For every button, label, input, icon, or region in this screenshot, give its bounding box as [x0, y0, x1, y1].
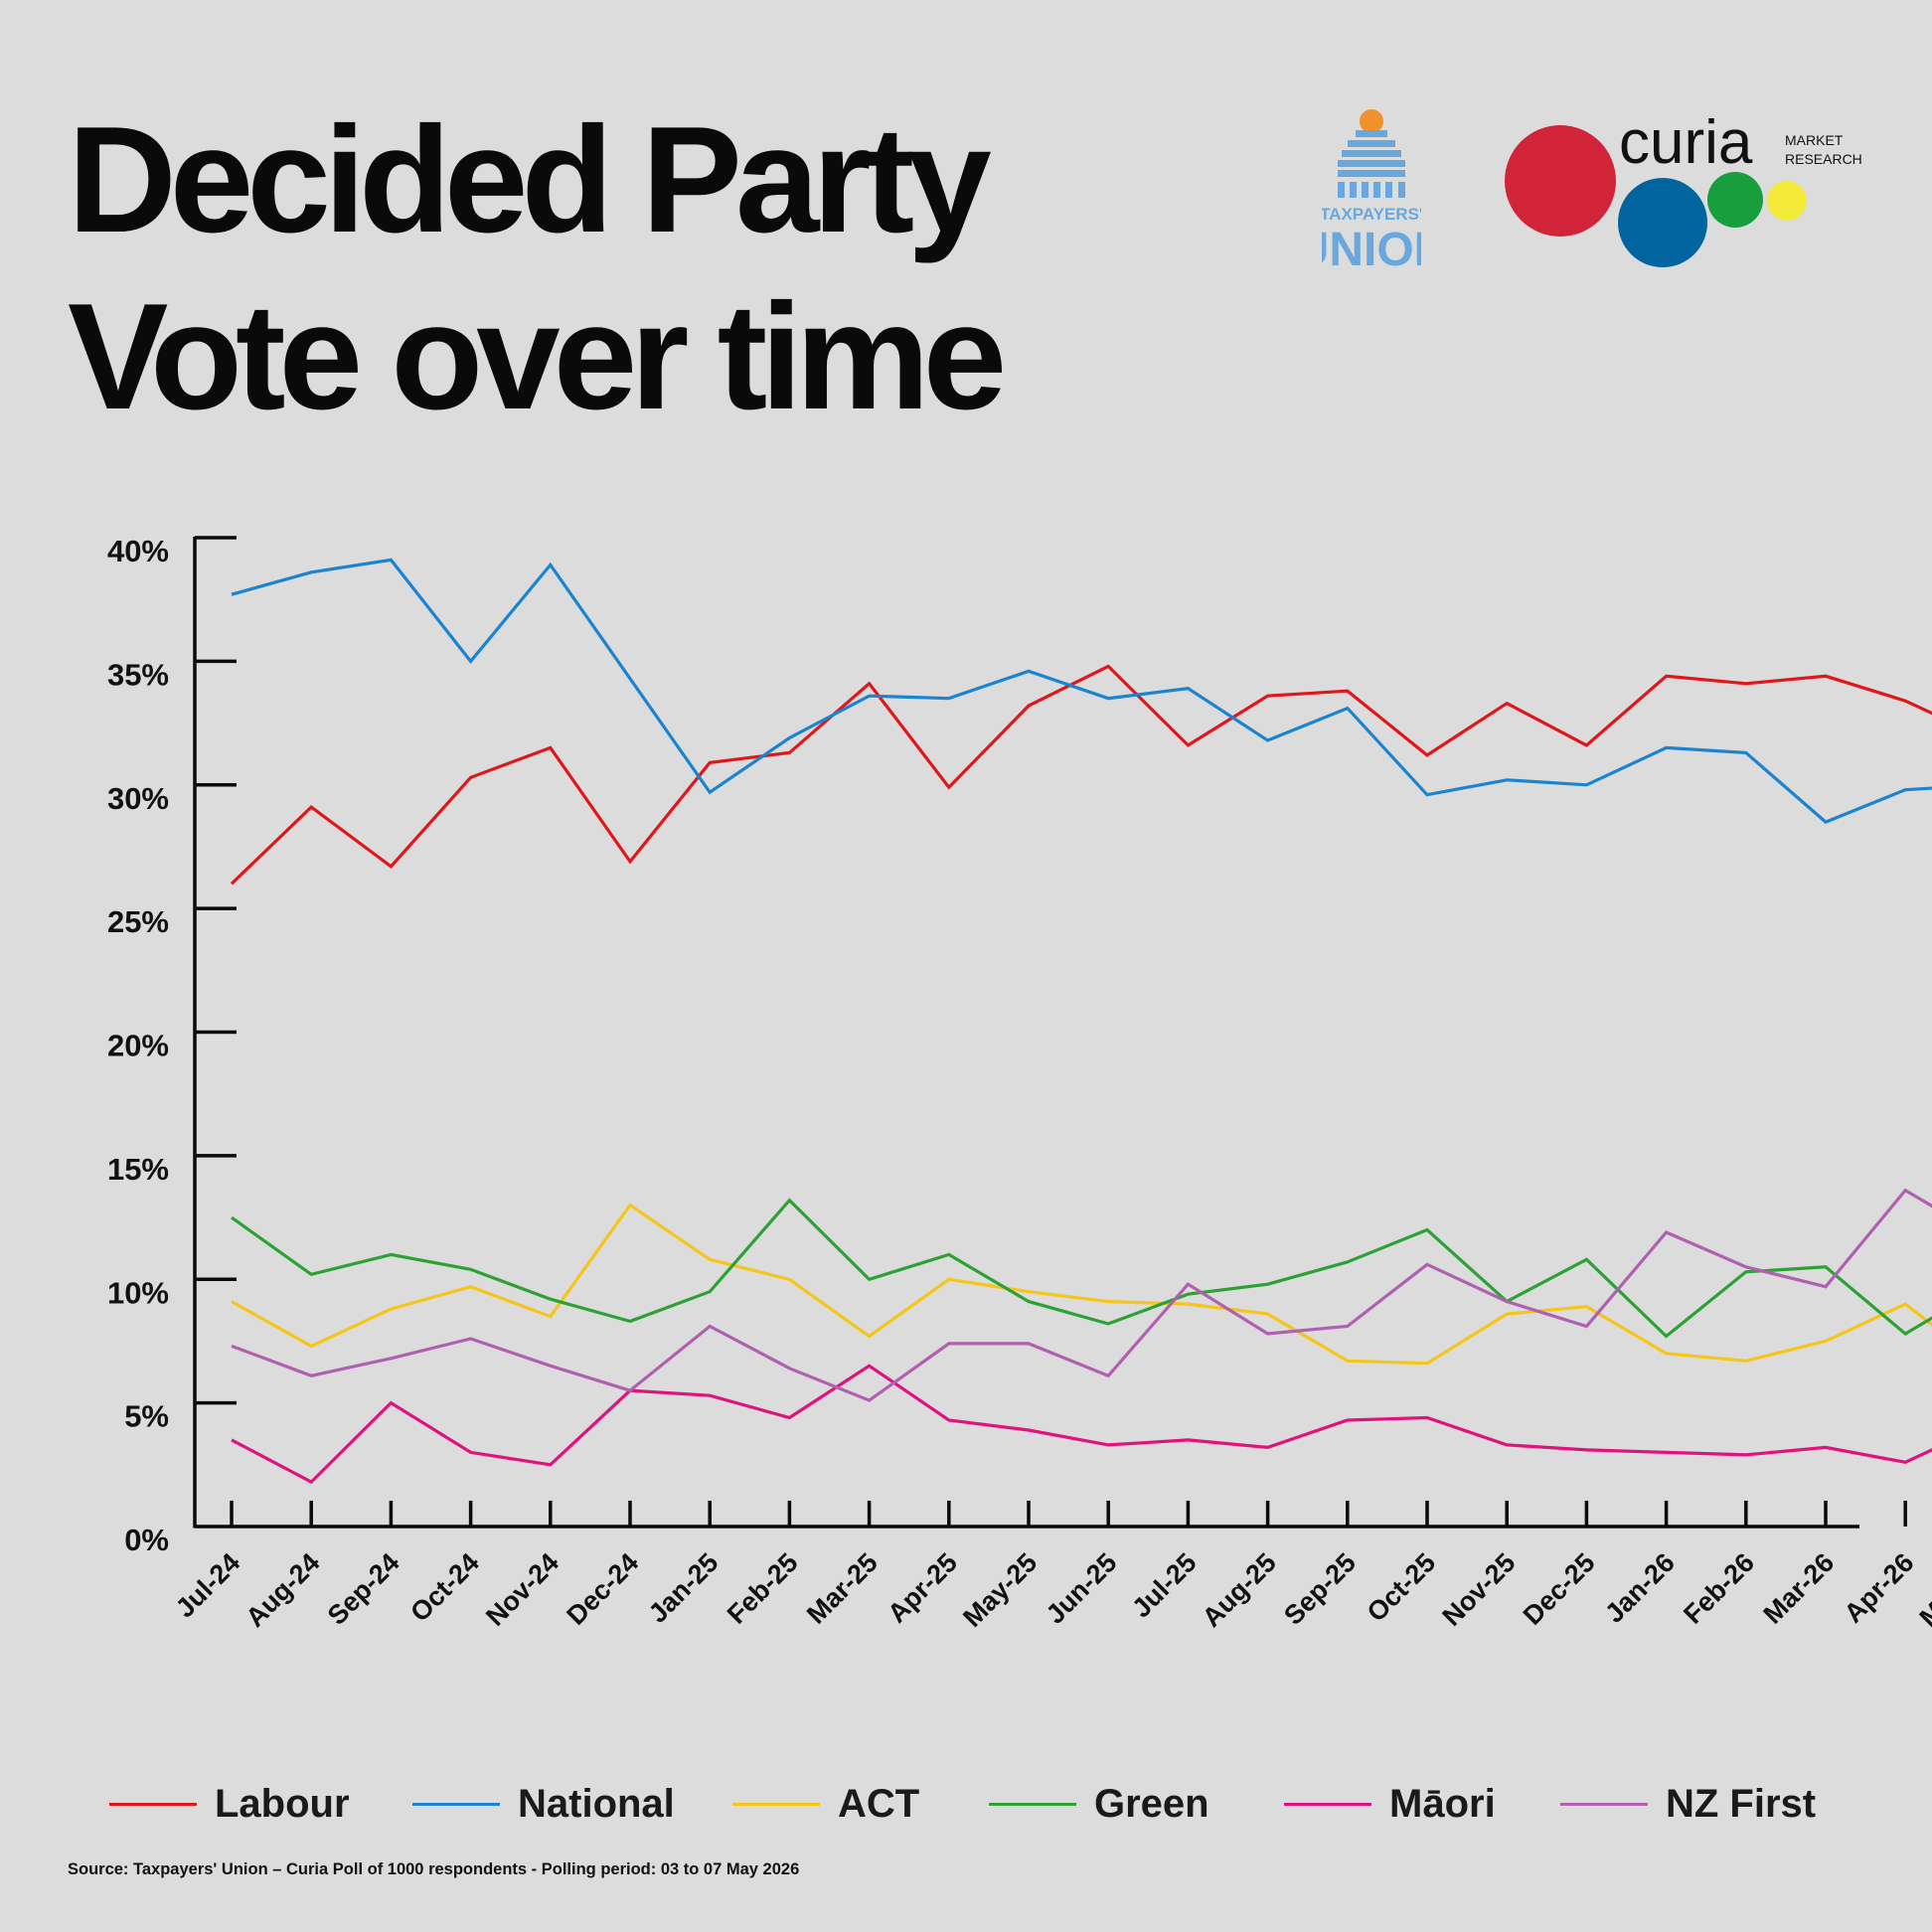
series-lines	[230, 558, 1932, 1485]
legend-swatch	[1284, 1802, 1371, 1806]
series-line-act	[231, 1203, 1932, 1366]
logo-tier	[1338, 160, 1405, 167]
x-tick-label: Feb-26	[1678, 1547, 1760, 1630]
series-line-green	[231, 1198, 1932, 1339]
chart-title-line2: Vote over time	[68, 272, 1007, 441]
series-line-m-ori	[231, 1364, 1932, 1485]
chart-axes	[193, 536, 1907, 1529]
x-tick-label: Jul-25	[1126, 1547, 1202, 1623]
x-tick-label: Jul-24	[170, 1547, 245, 1623]
x-tick-label: Dec-25	[1518, 1547, 1601, 1631]
legend-item: NZ First	[1560, 1769, 1816, 1839]
taxpayers-union-logo-dome	[1360, 109, 1383, 133]
logo-tier	[1342, 150, 1401, 157]
legend: Labour National ACT Green Māori NZ First	[0, 1769, 1932, 1839]
chart-title-line1: Decided Party	[68, 95, 992, 264]
x-tick-label: Oct-24	[404, 1547, 485, 1628]
curia-logo: curia MARKET RESEARCH	[1505, 108, 1862, 267]
curia-logo-red-circle	[1505, 125, 1616, 237]
chart-title: Decided Party Vote over time	[68, 91, 1007, 445]
y-tick-label: 40%	[107, 534, 169, 568]
legend-swatch	[109, 1802, 197, 1806]
x-tick-label: May-26	[1914, 1547, 1932, 1633]
x-tick-label: Dec-24	[561, 1547, 644, 1631]
taxpayers-union-logo-line1: TAXPAYERS'	[1322, 205, 1421, 224]
legend-item: ACT	[732, 1769, 919, 1839]
legend-swatch	[989, 1802, 1076, 1806]
legend-item: Māori	[1284, 1769, 1496, 1839]
logo-tier	[1338, 170, 1405, 177]
y-tick-label: 5%	[124, 1399, 169, 1434]
legend-swatch	[412, 1802, 500, 1806]
x-tick-label: Jan-26	[1599, 1547, 1681, 1629]
y-tick-label: 25%	[107, 904, 169, 939]
taxpayers-union-logo-line2: UNION	[1322, 224, 1421, 273]
legend-item: Green	[989, 1769, 1209, 1839]
x-tick-label: Jan-25	[643, 1547, 724, 1629]
series-line-labour	[230, 664, 1932, 886]
legend-label: National	[518, 1781, 675, 1826]
curia-logo-yellow-circle	[1767, 181, 1807, 221]
x-tick-label: Oct-25	[1362, 1547, 1442, 1628]
y-tick-label: 20%	[107, 1029, 169, 1063]
source-note: Source: Taxpayers' Union – Curia Poll of…	[68, 1860, 800, 1878]
legend-swatch	[732, 1802, 820, 1806]
legend-label: Labour	[215, 1781, 350, 1826]
curia-logo-tag2: RESEARCH	[1785, 151, 1862, 167]
legend-swatch	[1560, 1802, 1648, 1806]
x-tick-label: Sep-25	[1278, 1547, 1362, 1631]
y-tick-label: 30%	[107, 781, 169, 816]
series-line-national	[231, 558, 1932, 824]
x-tick-label: Apr-26	[1839, 1547, 1920, 1629]
x-tick-label: Aug-24	[241, 1547, 326, 1633]
y-tick-label: 0%	[124, 1523, 169, 1557]
x-tick-label: Feb-25	[722, 1547, 804, 1630]
x-tick-label: Nov-24	[480, 1547, 564, 1632]
x-tick-label: May-25	[957, 1547, 1043, 1633]
legend-label: Green	[1094, 1781, 1209, 1826]
x-tick-label: Jun-25	[1041, 1547, 1123, 1630]
x-tick-label: Aug-25	[1197, 1547, 1282, 1633]
legend-item: National	[412, 1769, 675, 1839]
logo-tier	[1348, 140, 1395, 147]
taxpayers-union-logo: TAXPAYERS' UNION	[1322, 109, 1421, 273]
y-tick-label: 10%	[107, 1275, 169, 1310]
y-tick-label: 15%	[107, 1152, 169, 1187]
x-tick-label: Sep-24	[322, 1547, 405, 1631]
curia-logo-name: curia	[1619, 108, 1753, 177]
y-tick-labels: 0% 5% 10% 15% 20% 25% 30% 35% 40%	[107, 534, 169, 1557]
logo-columns	[1338, 182, 1405, 198]
logo-tier	[1356, 130, 1387, 137]
legend-label: ACT	[838, 1781, 920, 1826]
curia-logo-blue-circle	[1618, 178, 1707, 267]
legend-label: Māori	[1389, 1781, 1496, 1826]
curia-logo-tag1: MARKET	[1785, 132, 1844, 148]
x-tick-label: Mar-26	[1757, 1547, 1840, 1630]
x-tick-label: Mar-25	[801, 1547, 884, 1630]
x-tick-label: Nov-25	[1437, 1547, 1522, 1632]
series-line-nz-first	[231, 1188, 1932, 1402]
x-tick-label: Apr-25	[882, 1547, 963, 1629]
curia-logo-green-circle	[1707, 172, 1763, 228]
y-tick-label: 35%	[107, 657, 169, 692]
legend-item: Labour	[109, 1769, 350, 1839]
legend-label: NZ First	[1666, 1781, 1817, 1826]
